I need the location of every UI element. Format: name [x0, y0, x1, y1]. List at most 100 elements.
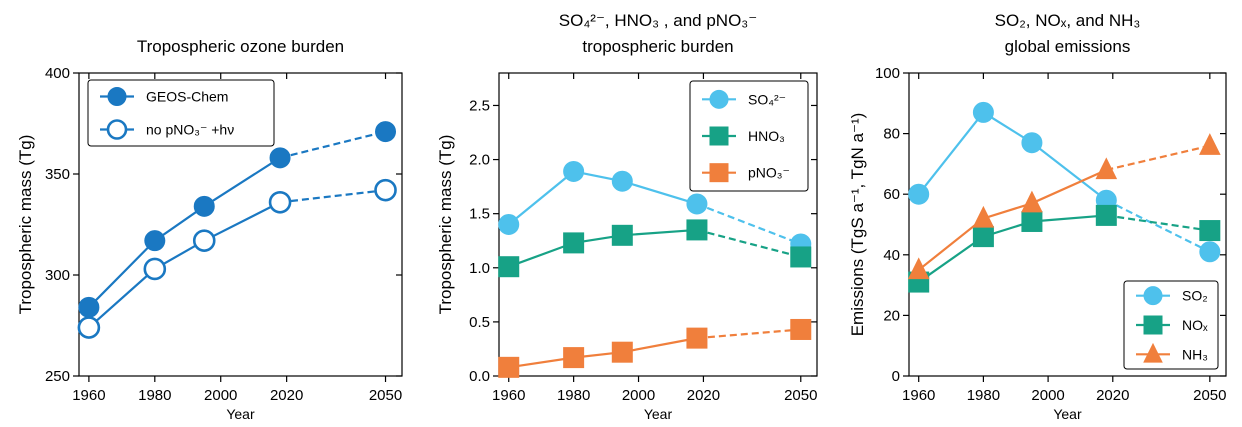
legend-label: SO₄²⁻: [748, 91, 786, 107]
data-point: [611, 224, 633, 246]
data-point: [1021, 190, 1043, 213]
y-tick-label: 2.0: [469, 152, 490, 169]
data-point: [563, 347, 585, 369]
x-tick-label: 2050: [1193, 387, 1226, 404]
series-line-projection: [279, 189, 386, 204]
legend-marker: [106, 119, 128, 140]
series-line-projection: [1106, 144, 1211, 172]
y-tick-label: 40: [883, 247, 900, 264]
data-point: [972, 226, 994, 248]
series-2: [498, 219, 812, 278]
chart-title: SO₂, NOₓ, and NH₃: [995, 11, 1141, 30]
data-point: [193, 195, 215, 217]
x-tick-label: 1980: [138, 387, 171, 404]
data-point: [374, 178, 397, 202]
data-point: [686, 193, 708, 215]
x-tick-label: 2050: [369, 387, 402, 404]
data-point: [498, 256, 520, 278]
data-point: [563, 160, 585, 182]
legend-marker: [709, 126, 729, 146]
data-point: [1021, 210, 1043, 232]
x-tick-label: 2000: [1031, 387, 1064, 404]
y-tick-label: 80: [883, 126, 900, 143]
chart-3: SO₂, NOₓ, and NH₃ global emissions 1960 198…: [848, 11, 1227, 422]
x-tick-label: 1960: [492, 387, 525, 404]
series-line-projection: [696, 202, 802, 246]
data-point: [77, 316, 101, 339]
x-tick-label: 2000: [204, 387, 237, 404]
series-line: [88, 201, 281, 329]
legend-label: NOₓ: [1182, 317, 1208, 333]
data-point: [269, 147, 291, 169]
x-axis-label: Year: [1053, 406, 1082, 422]
series-line: [918, 168, 1107, 271]
data-point: [498, 356, 520, 378]
legend-marker: [709, 163, 729, 183]
series-line: [88, 156, 281, 309]
data-point: [611, 170, 633, 192]
x-axis-label: Year: [644, 406, 673, 422]
data-point: [907, 257, 930, 280]
series-1: [498, 160, 812, 255]
data-point: [790, 246, 812, 268]
chart-2: SO₄²⁻, HNO₃ , and pNO₃⁻ tropospheric burd…: [436, 11, 818, 422]
x-tick-label: 2020: [270, 387, 303, 404]
data-point: [1095, 157, 1118, 180]
legend: SO₂ NOₓ NH₃: [1123, 280, 1219, 370]
legend-label: HNO₃: [748, 128, 785, 144]
y-tick-label: 1.0: [469, 260, 490, 277]
y-tick-label: 20: [883, 307, 900, 324]
data-point: [790, 318, 812, 340]
series-line-projection: [696, 328, 801, 340]
y-tick-label: 2.5: [469, 97, 490, 114]
y-axis-label: Tropospheric mass (Tg): [436, 135, 455, 315]
series-line-projection: [1106, 214, 1210, 232]
data-point: [1095, 204, 1117, 226]
data-point: [1199, 241, 1221, 263]
y-axis-label: Emissions (TgS a⁻¹, TgN a⁻¹): [848, 113, 867, 337]
legend-marker: [709, 89, 729, 109]
data-point: [972, 205, 995, 228]
legend-marker: [107, 87, 127, 106]
y-tick-label: 400: [45, 65, 70, 82]
legend-label: GEOS-Chem: [146, 89, 228, 105]
y-tick-label: 0.0: [469, 368, 490, 385]
y-tick-label: 60: [883, 186, 900, 203]
legend-marker: [1143, 342, 1163, 363]
x-tick-label: 1980: [557, 387, 590, 404]
series-line: [917, 110, 1107, 202]
y-tick-label: 1.5: [469, 206, 490, 223]
x-tick-label: 1960: [902, 387, 935, 404]
data-point: [1199, 220, 1221, 242]
y-tick-label: 0: [892, 368, 900, 385]
y-tick-label: 250: [45, 368, 70, 385]
data-point: [78, 296, 100, 318]
y-tick-label: 350: [45, 166, 70, 183]
data-point: [268, 190, 292, 214]
chart-subtitle: global emissions: [1005, 37, 1131, 56]
data-point: [144, 230, 166, 252]
x-tick-label: 1960: [72, 387, 105, 404]
legend-label: no pNO₃⁻ +hν: [146, 122, 234, 138]
series-3: [907, 133, 1221, 280]
legend-marker: [1143, 286, 1163, 306]
series-3: [498, 318, 812, 378]
series-line-projection: [279, 130, 386, 159]
data-point: [143, 257, 167, 281]
data-point: [686, 327, 708, 349]
y-axis-label: Tropospheric mass (Tg): [16, 135, 35, 315]
legend-marker: [1143, 315, 1163, 335]
x-tick-label: 1980: [967, 387, 1000, 404]
data-point: [972, 101, 994, 123]
y-tick-label: 100: [875, 65, 900, 82]
series-line-projection: [1105, 199, 1211, 253]
series-1: [78, 121, 397, 318]
chart-subtitle: tropospheric burden: [582, 37, 733, 56]
x-tick-label: 2050: [784, 387, 817, 404]
series-line: [918, 214, 1107, 283]
legend-label: NH₃: [1182, 346, 1208, 362]
legend-label: SO₂: [1182, 288, 1208, 304]
data-point: [563, 232, 585, 254]
y-tick-label: 300: [45, 267, 70, 284]
chart-title: Tropospheric ozone burden: [137, 37, 344, 56]
